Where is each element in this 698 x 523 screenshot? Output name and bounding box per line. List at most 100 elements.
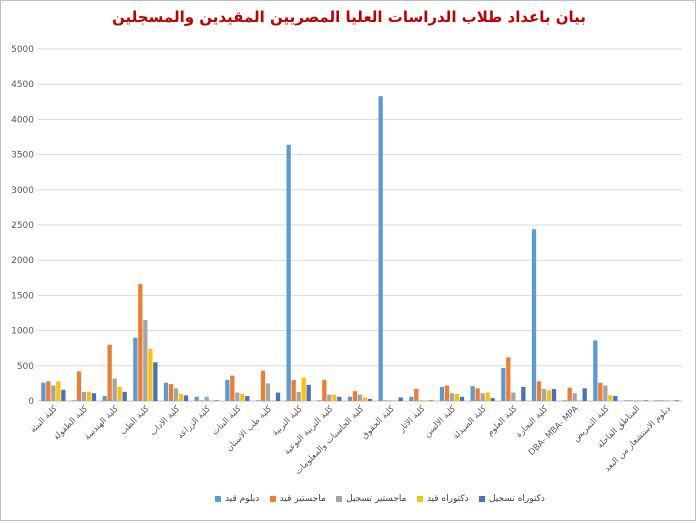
y-tick-label: 1000 [11, 327, 34, 337]
bar [383, 400, 388, 401]
bar [593, 340, 598, 401]
bar [485, 392, 490, 401]
bar [148, 348, 153, 401]
bar [275, 392, 281, 401]
bar [301, 377, 306, 401]
bar [112, 378, 117, 401]
bar [71, 400, 77, 401]
bar [398, 397, 403, 401]
legend-item: دكتوراه قيد [416, 494, 469, 504]
x-tick-label: كلية الطب [118, 403, 152, 437]
bar [516, 400, 521, 401]
bar [475, 388, 480, 401]
bar [255, 400, 261, 401]
bar [536, 381, 542, 401]
bar [91, 393, 97, 401]
bar [291, 379, 296, 401]
bar [393, 400, 398, 401]
legend-swatch [336, 496, 343, 502]
legend-label: دكتوراه تسجيل [488, 494, 545, 504]
bar [81, 391, 87, 401]
bar [138, 284, 143, 401]
legend-swatch [269, 496, 276, 502]
x-tick-label: كلية الحقوق [360, 403, 398, 441]
legend-swatch [215, 496, 221, 502]
bar [511, 392, 516, 401]
bar [577, 400, 582, 401]
bar [204, 396, 209, 401]
bar [153, 362, 158, 401]
legend-swatch [478, 496, 485, 502]
bar [429, 400, 434, 401]
y-tick-label: 4500 [11, 80, 34, 90]
bar [357, 394, 363, 401]
bar [352, 391, 358, 401]
bar [230, 375, 235, 401]
y-tick-label: 2000 [11, 256, 34, 266]
bar [214, 400, 219, 401]
bar [638, 400, 644, 401]
bar [332, 394, 337, 401]
legend-label: ماجستير تسجيل [346, 494, 407, 504]
bar [102, 396, 107, 401]
bar [322, 379, 327, 401]
bar [225, 379, 230, 401]
y-tick-label: 1500 [11, 291, 34, 301]
legend-label: دكتوراه قيد [426, 494, 469, 504]
bar [168, 384, 174, 401]
bar [603, 385, 608, 401]
bar [567, 387, 572, 401]
bar [327, 394, 332, 401]
bar [235, 392, 240, 401]
bar [628, 400, 634, 401]
bar [378, 96, 383, 401]
x-tick-label: كلية الصيدلة [451, 403, 489, 441]
bar [306, 384, 311, 401]
bar [61, 389, 66, 401]
bar [659, 400, 664, 401]
bar [669, 400, 674, 401]
y-tick-label: 500 [17, 362, 34, 372]
chart-legend: دبلوم قيد ماجستير قيد ماجستير تسجيل دكتوراه… [215, 494, 545, 504]
bar [347, 396, 353, 401]
y-tick-label: 2500 [11, 221, 34, 231]
bar [470, 386, 475, 401]
legend-label: ماجستير قيد [279, 494, 326, 504]
bar [133, 337, 138, 401]
bar [270, 400, 276, 401]
bar [459, 396, 465, 401]
bar [449, 393, 455, 401]
y-tick-label: 3000 [11, 186, 34, 196]
bar [260, 370, 266, 401]
bar [623, 400, 629, 401]
bar [480, 393, 485, 401]
bar [506, 357, 511, 401]
legend-swatch [416, 496, 423, 502]
bar [240, 393, 245, 401]
bar [194, 396, 199, 401]
bar [199, 400, 204, 401]
bar [654, 400, 659, 401]
bar [409, 396, 414, 401]
legend-item: دكتوراه تسجيل [478, 494, 545, 504]
bar [296, 391, 301, 401]
bar [183, 395, 189, 401]
bar [531, 229, 537, 401]
y-tick-label: 3500 [11, 151, 34, 161]
bar [608, 395, 613, 401]
bar [424, 400, 429, 401]
bar [46, 381, 51, 401]
bar [582, 388, 587, 401]
bar [209, 400, 214, 401]
x-tick-label: كلية الهندسة [82, 403, 121, 442]
bar [633, 400, 639, 401]
bar [51, 385, 56, 401]
bar [490, 398, 495, 401]
bar [674, 400, 679, 401]
legend-item: ماجستير تسجيل [336, 494, 406, 504]
bar [439, 386, 445, 401]
legend-item: دبلوم قيد [215, 494, 259, 504]
bar [163, 382, 169, 401]
bar [107, 344, 112, 401]
